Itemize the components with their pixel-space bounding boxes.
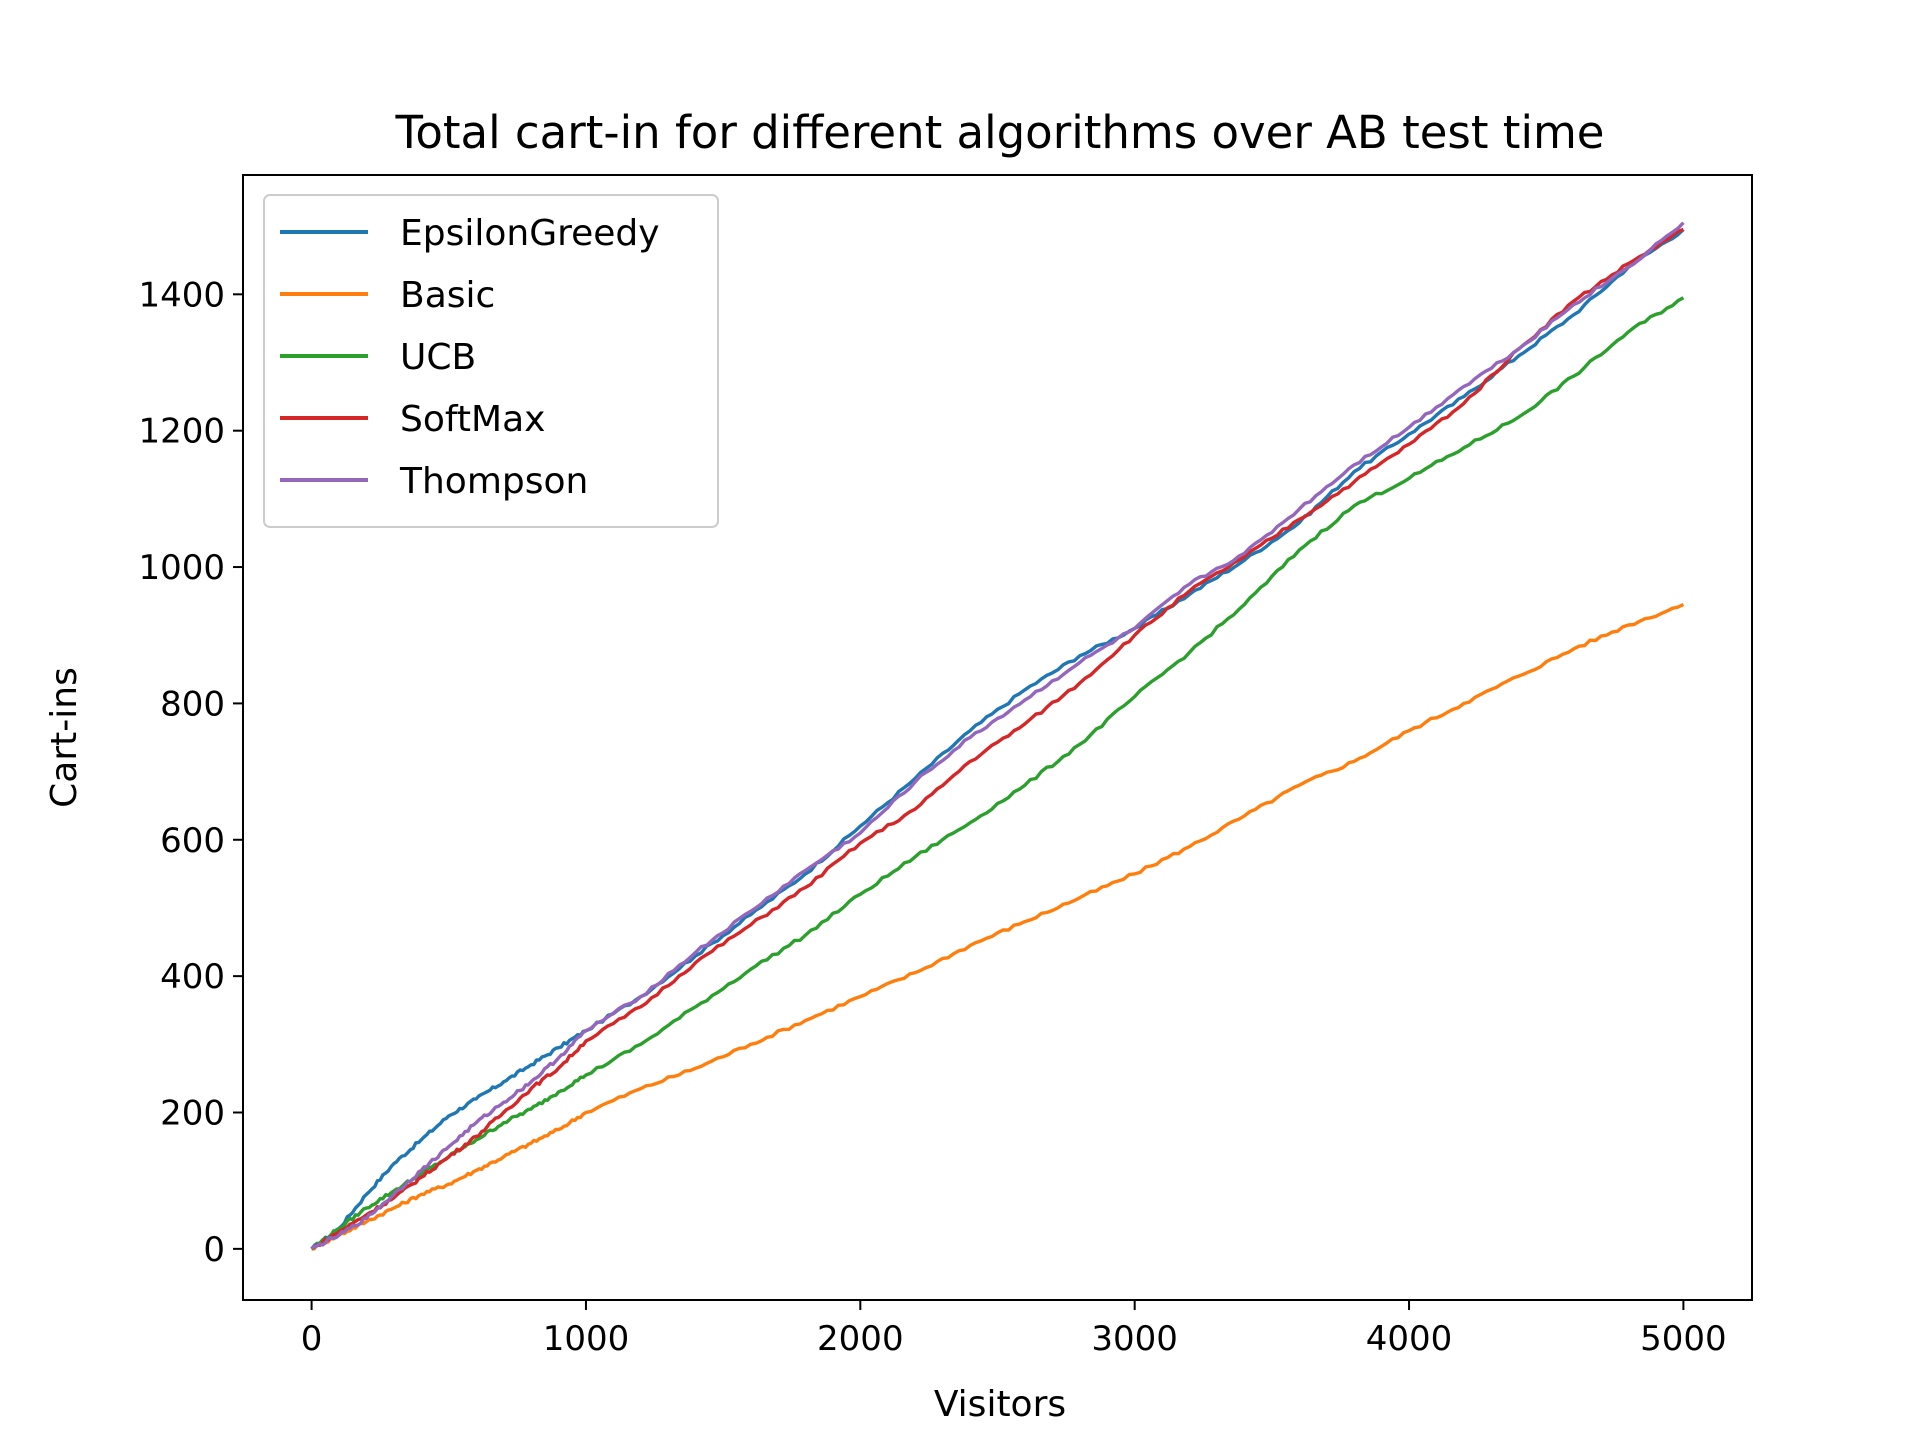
legend-label: EpsilonGreedy (400, 213, 660, 254)
y-tick-label: 1200 (138, 412, 225, 452)
x-tick-label: 5000 (1640, 1319, 1727, 1359)
legend-label: Basic (400, 275, 495, 316)
y-tick-label: 200 (160, 1094, 225, 1134)
x-axis-ticks: 0 1000 2000 3000 4000 5000 (301, 1300, 1727, 1359)
legend-label: UCB (400, 337, 476, 378)
y-tick-label: 1000 (138, 548, 225, 588)
series-lines (310, 221, 1685, 1251)
series-line-softmax (310, 227, 1685, 1251)
series-line-basic (311, 602, 1685, 1251)
y-tick-label: 800 (160, 684, 225, 724)
legend-label: SoftMax (400, 399, 545, 440)
y-axis-ticks: 0 200 400 600 800 1000 1200 1400 (138, 275, 243, 1270)
legend-box (263, 194, 719, 528)
chart-title: Total cart-in for different algorithms o… (395, 106, 1605, 159)
series-line-epsilongreedy (310, 228, 1685, 1250)
y-tick-label: 400 (160, 957, 225, 997)
x-tick-label: 4000 (1366, 1319, 1453, 1359)
y-tick-label: 600 (160, 821, 225, 861)
y-axis-label: Cart-ins (44, 667, 85, 808)
legend: EpsilonGreedy Basic UCB SoftMax Thompson (263, 194, 719, 528)
x-tick-label: 1000 (543, 1319, 630, 1359)
x-tick-label: 2000 (817, 1319, 904, 1359)
x-axis-label: Visitors (934, 1384, 1066, 1425)
x-tick-label: 3000 (1091, 1319, 1178, 1359)
x-tick-label: 0 (301, 1319, 323, 1359)
series-line-thompson (310, 221, 1685, 1251)
y-tick-label: 1400 (138, 275, 225, 315)
legend-label: Thompson (399, 461, 588, 502)
y-tick-label: 0 (203, 1230, 225, 1270)
axes-frame (242, 174, 1753, 1301)
